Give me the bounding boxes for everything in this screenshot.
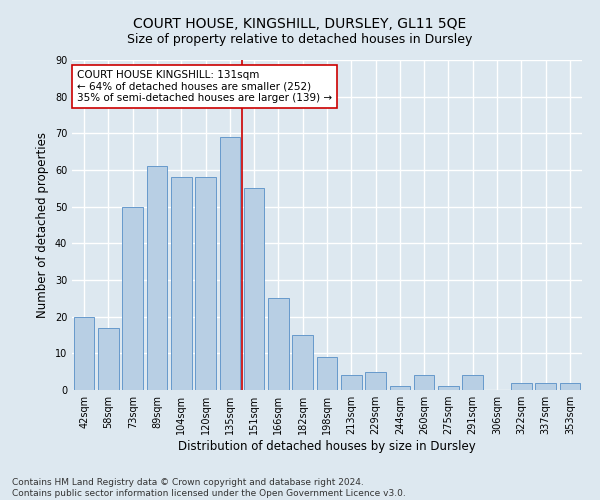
Bar: [438, 386, 459, 390]
Bar: [414, 376, 434, 390]
Bar: [122, 206, 143, 390]
Bar: [195, 178, 216, 390]
Bar: [535, 382, 556, 390]
Bar: [268, 298, 289, 390]
Text: Size of property relative to detached houses in Dursley: Size of property relative to detached ho…: [127, 32, 473, 46]
Text: COURT HOUSE, KINGSHILL, DURSLEY, GL11 5QE: COURT HOUSE, KINGSHILL, DURSLEY, GL11 5Q…: [133, 18, 467, 32]
X-axis label: Distribution of detached houses by size in Dursley: Distribution of detached houses by size …: [178, 440, 476, 453]
Text: Contains HM Land Registry data © Crown copyright and database right 2024.
Contai: Contains HM Land Registry data © Crown c…: [12, 478, 406, 498]
Bar: [98, 328, 119, 390]
Bar: [244, 188, 265, 390]
Bar: [292, 335, 313, 390]
Bar: [463, 376, 483, 390]
Bar: [560, 382, 580, 390]
Text: COURT HOUSE KINGSHILL: 131sqm
← 64% of detached houses are smaller (252)
35% of : COURT HOUSE KINGSHILL: 131sqm ← 64% of d…: [77, 70, 332, 103]
Bar: [341, 376, 362, 390]
Bar: [146, 166, 167, 390]
Bar: [365, 372, 386, 390]
Bar: [389, 386, 410, 390]
Bar: [171, 178, 191, 390]
Bar: [317, 357, 337, 390]
Bar: [74, 316, 94, 390]
Y-axis label: Number of detached properties: Number of detached properties: [36, 132, 49, 318]
Bar: [220, 137, 240, 390]
Bar: [511, 382, 532, 390]
